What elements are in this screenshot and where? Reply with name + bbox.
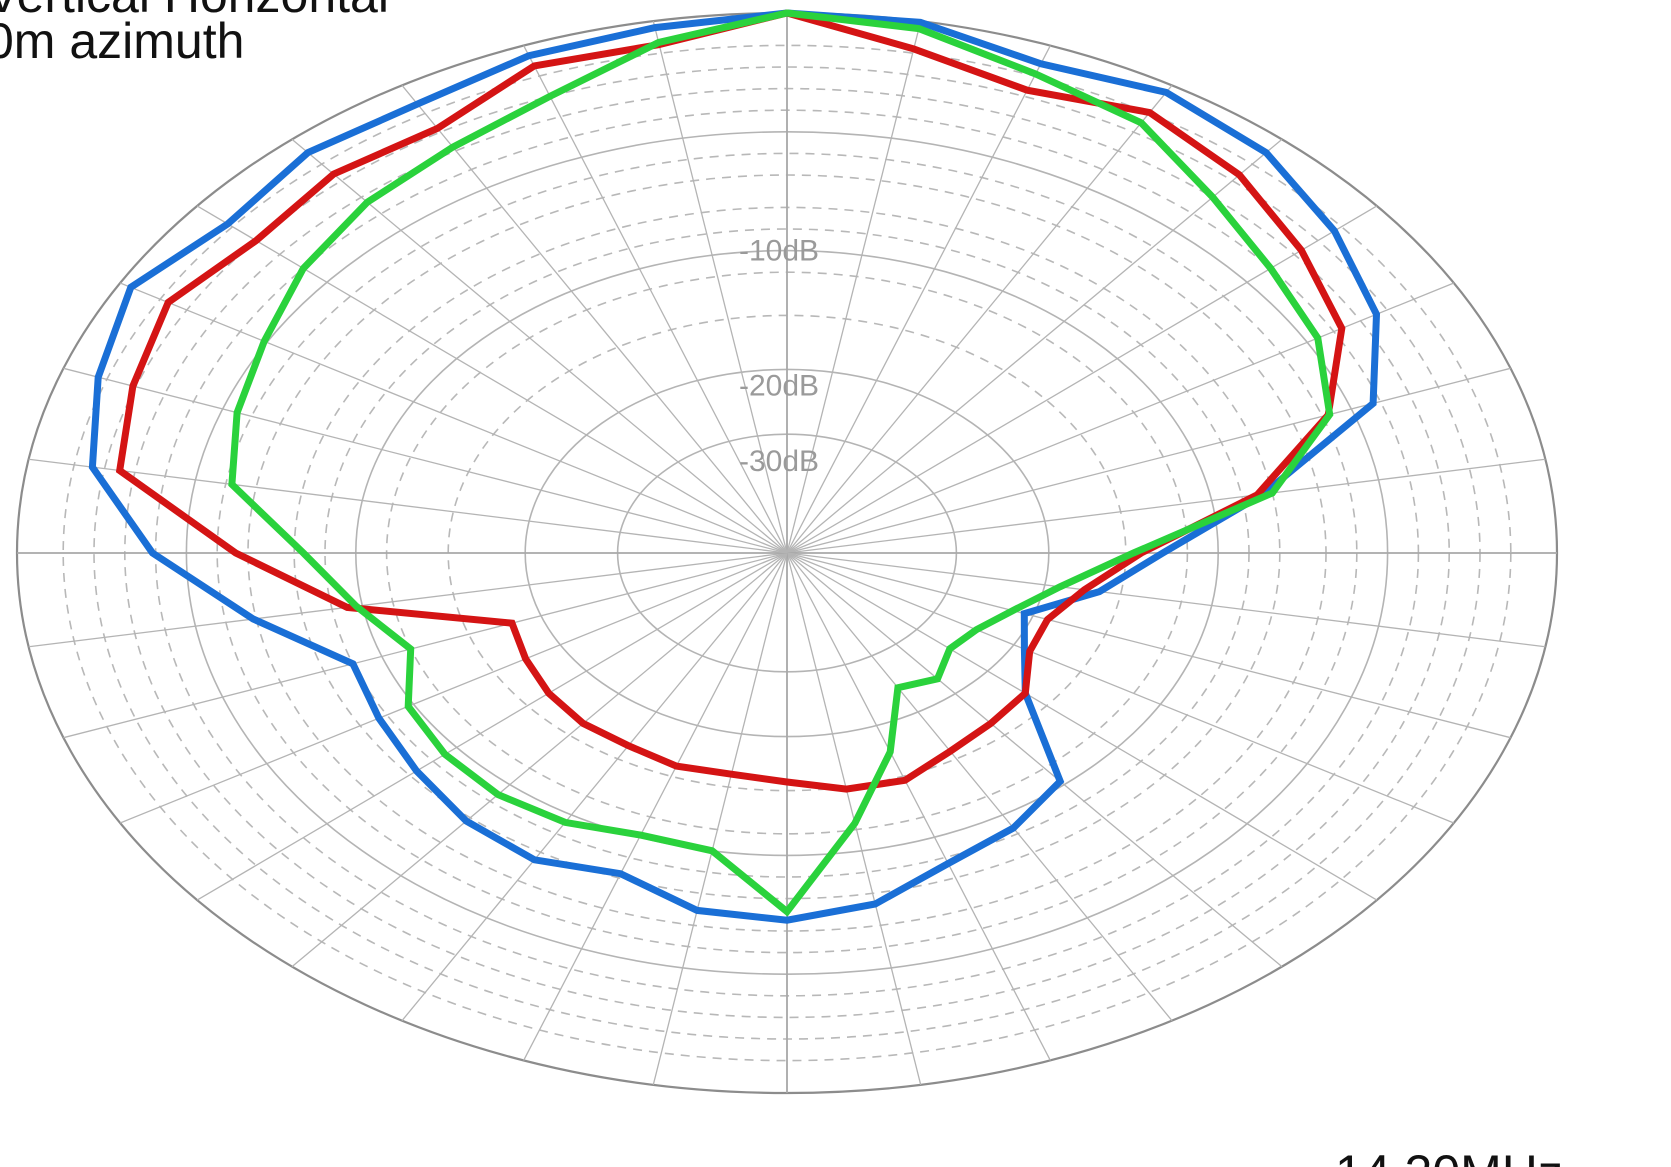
grid-spoke xyxy=(196,205,788,554)
chart-title-line2: 0m azimuth xyxy=(0,13,245,69)
chart-title-line1: Vertical Horizontal xyxy=(0,0,389,20)
grid-spoke xyxy=(786,552,1546,648)
grid-spoke xyxy=(786,367,1511,554)
grid-spoke xyxy=(28,552,788,648)
grid-spoke xyxy=(196,552,788,901)
grid-spoke xyxy=(786,45,1051,554)
grid-spoke xyxy=(786,552,1051,1061)
grid-spoke xyxy=(786,552,1173,1022)
grid-spoke xyxy=(652,21,788,554)
series-line-red xyxy=(115,9,1346,793)
grid-spoke xyxy=(401,84,788,554)
grid-spoke xyxy=(523,552,788,1061)
grid-spoke xyxy=(652,552,788,1085)
series-line-blue xyxy=(88,9,1381,924)
grid-spoke xyxy=(786,552,1455,824)
grid-spoke xyxy=(523,45,788,554)
polar-grid xyxy=(15,11,1559,1095)
grid-spoke xyxy=(119,552,788,824)
grid-spoke xyxy=(63,367,788,554)
ring-label: -10dB xyxy=(739,235,819,268)
grid-spoke xyxy=(786,21,922,554)
grid-spoke xyxy=(786,458,1546,554)
grid-spoke xyxy=(786,552,1511,739)
grid-spoke xyxy=(63,552,788,739)
grid-spoke xyxy=(291,138,788,554)
grid-spoke xyxy=(786,205,1378,554)
ring-label: -20dB xyxy=(739,370,819,403)
pattern-series xyxy=(88,9,1381,924)
ring-label: -30dB xyxy=(739,445,819,478)
grid-spoke xyxy=(786,552,1283,968)
grid-spoke xyxy=(291,552,788,968)
grid-spoke xyxy=(786,138,1283,554)
grid-spoke xyxy=(401,552,788,1022)
series-line-green xyxy=(228,9,1334,917)
grid-spoke xyxy=(786,552,1378,901)
grid-spoke xyxy=(28,458,788,554)
grid-spoke xyxy=(786,84,1173,554)
ring-labels: -10dB -20dB -30dB xyxy=(739,235,819,479)
frequency-label: 14.20MHz xyxy=(1335,1148,1563,1167)
grid-spoke xyxy=(119,282,788,554)
